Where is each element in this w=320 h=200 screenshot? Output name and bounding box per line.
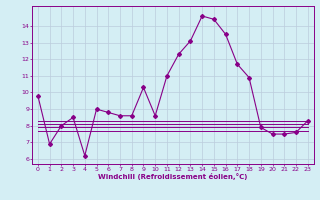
X-axis label: Windchill (Refroidissement éolien,°C): Windchill (Refroidissement éolien,°C) <box>98 173 247 180</box>
